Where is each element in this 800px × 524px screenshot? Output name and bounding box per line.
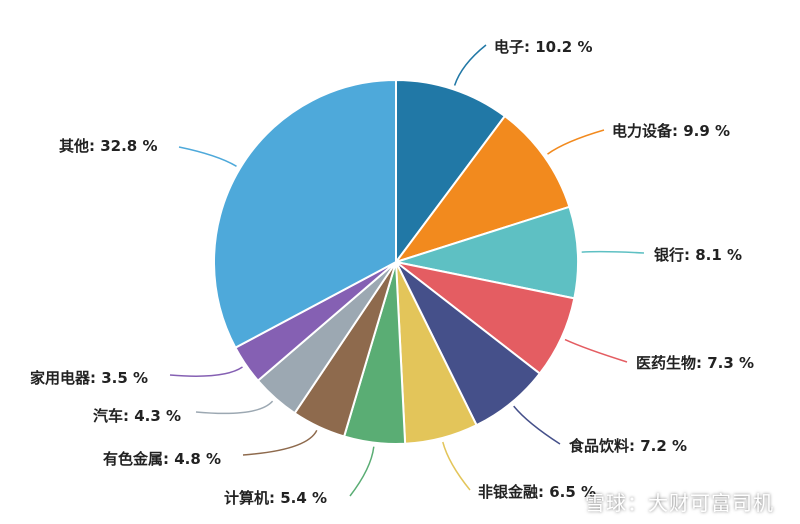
slice-label-3: 医药生物: 7.3 %: [636, 354, 754, 372]
pie-slice-2: [392, 205, 579, 300]
pie-slice-10: [212, 78, 397, 350]
leader-line-3: [564, 338, 628, 363]
leader-line-5: [442, 441, 471, 491]
slice-label-1: 电力设备: 9.9 %: [612, 122, 730, 140]
slice-label-5: 非银金融: 6.5 %: [478, 483, 596, 501]
slice-label-6: 计算机: 5.4 %: [224, 489, 327, 507]
pie-slice-0: [395, 78, 507, 266]
leader-line-8: [195, 400, 274, 415]
slice-label-8: 汽车: 4.3 %: [93, 407, 181, 425]
pie-slices: [212, 78, 579, 445]
leader-line-9: [169, 366, 243, 377]
slice-labels: 电子: 10.2 % 电力设备: 9.9 % 银行: 8.1 % 医药生物: 7.3 …: [30, 38, 754, 507]
leader-line-1: [547, 129, 605, 155]
leader-line-7: [242, 429, 318, 456]
pie-slice-1: [393, 114, 571, 264]
leader-line-10: [178, 146, 237, 167]
slice-label-0: 电子: 10.2 %: [494, 38, 592, 56]
slice-label-7: 有色金属: 4.8 %: [103, 450, 221, 468]
slice-label-10: 其他: 32.8 %: [59, 137, 157, 155]
slice-label-4: 食品饮料: 7.2 %: [569, 437, 687, 455]
slice-label-2: 银行: 8.1 %: [654, 246, 742, 264]
slice-label-9: 家用电器: 3.5 %: [30, 369, 148, 387]
leader-line-0: [453, 44, 487, 86]
leader-line-6: [349, 446, 375, 497]
watermark: 雪球：大财可富司机: [585, 491, 774, 515]
leader-line-2: [581, 250, 645, 254]
leader-lines: [169, 44, 645, 497]
leader-line-4: [513, 405, 561, 445]
